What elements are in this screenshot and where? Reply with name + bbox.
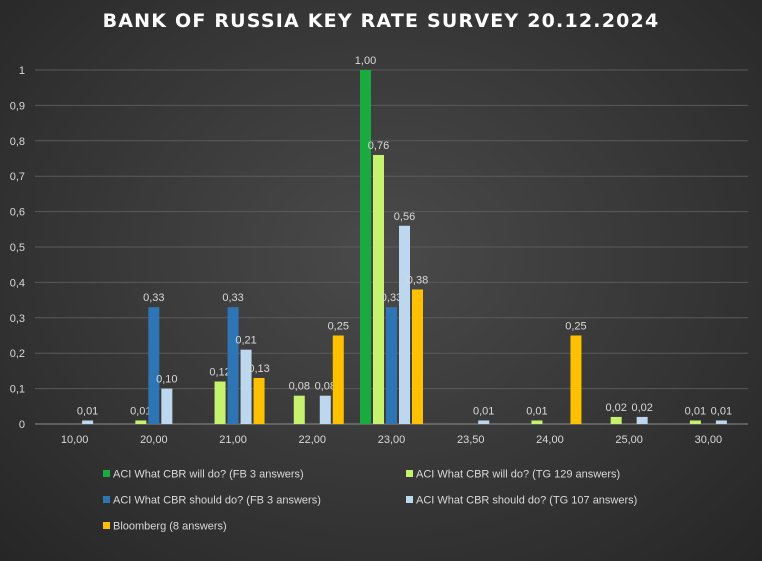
data-label: 0,25 (565, 321, 586, 333)
y-tick-label: 0 (19, 419, 25, 431)
data-label: 0,25 (328, 321, 349, 333)
data-label: 0,08 (289, 381, 310, 393)
legend-label: ACI What CBR will do? (TG 129 answers) (416, 469, 620, 481)
data-label: 0,01 (711, 405, 732, 417)
data-label: 0,01 (130, 405, 151, 417)
data-label: 0,01 (473, 405, 494, 417)
data-label: 0,01 (77, 405, 98, 417)
bar (332, 335, 344, 424)
bar (715, 420, 727, 424)
data-label: 0,08 (315, 381, 336, 393)
data-label: 0,56 (394, 211, 415, 223)
x-tick-label: 22,00 (299, 434, 327, 446)
legend-label: ACI What CBR should do? (TG 107 answers) (416, 495, 637, 507)
chart-title: BANK OF RUSSIA KEY RATE SURVEY 20.12.202… (102, 10, 660, 32)
data-label: 1,00 (355, 55, 376, 67)
bar (412, 289, 423, 424)
x-tick-label: 10,00 (61, 434, 89, 446)
y-tick-label: 1 (19, 65, 25, 77)
x-tick-label: 30,00 (695, 434, 723, 446)
bar (148, 307, 160, 424)
bar (319, 395, 331, 424)
y-tick-label: 0,6 (10, 207, 25, 219)
bar (360, 70, 371, 424)
bar (570, 335, 582, 424)
bar (689, 420, 701, 424)
data-label: 0,02 (631, 402, 652, 414)
data-label: 0,02 (605, 402, 626, 414)
bar (293, 395, 305, 424)
bar (610, 416, 622, 424)
data-label: 0,33 (143, 292, 164, 304)
legend-label: ACI What CBR will do? (FB 3 answers) (113, 469, 304, 481)
x-tick-label: 21,00 (219, 434, 247, 446)
legend-swatch (103, 522, 110, 529)
x-tick-label: 23,50 (457, 434, 485, 446)
x-tick-label: 25,00 (615, 434, 643, 446)
data-label: 0,38 (407, 274, 428, 286)
data-label: 0,01 (526, 405, 547, 417)
legend-swatch (406, 470, 413, 477)
bar (161, 388, 173, 424)
x-tick-label: 20,00 (140, 434, 168, 446)
data-label: 0,12 (209, 367, 230, 379)
x-tick-label: 23,00 (378, 434, 406, 446)
y-tick-label: 0,5 (10, 242, 25, 254)
legend-label: ACI What CBR should do? (FB 3 answers) (113, 495, 321, 507)
bar (227, 307, 239, 424)
y-tick-label: 0,3 (10, 313, 25, 325)
data-label: 0,21 (235, 335, 256, 347)
legend-swatch (103, 470, 110, 477)
data-label: 0,76 (368, 140, 389, 152)
bar (82, 420, 94, 424)
bar (636, 416, 648, 424)
x-tick-label: 24,00 (536, 434, 564, 446)
bar (386, 307, 397, 424)
bar (253, 377, 265, 424)
data-label: 0,33 (381, 292, 402, 304)
data-label: 0,10 (156, 374, 177, 386)
bar (373, 154, 384, 424)
data-label: 0,01 (685, 405, 706, 417)
bar (399, 225, 410, 424)
y-tick-label: 0,4 (10, 277, 25, 289)
legend-label: Bloomberg (8 answers) (113, 521, 227, 533)
bar (240, 349, 252, 424)
y-tick-label: 0,7 (10, 171, 25, 183)
bar (214, 381, 226, 424)
y-tick-label: 0,2 (10, 348, 25, 360)
y-tick-label: 0,9 (10, 100, 25, 112)
y-tick-label: 0,1 (10, 384, 25, 396)
data-label: 0,13 (248, 363, 269, 375)
bar (531, 420, 543, 424)
bar (135, 420, 147, 424)
legend-swatch (103, 496, 110, 503)
bar (478, 420, 490, 424)
y-tick-label: 0,8 (10, 136, 25, 148)
data-label: 0,33 (222, 292, 243, 304)
legend-swatch (406, 496, 413, 503)
